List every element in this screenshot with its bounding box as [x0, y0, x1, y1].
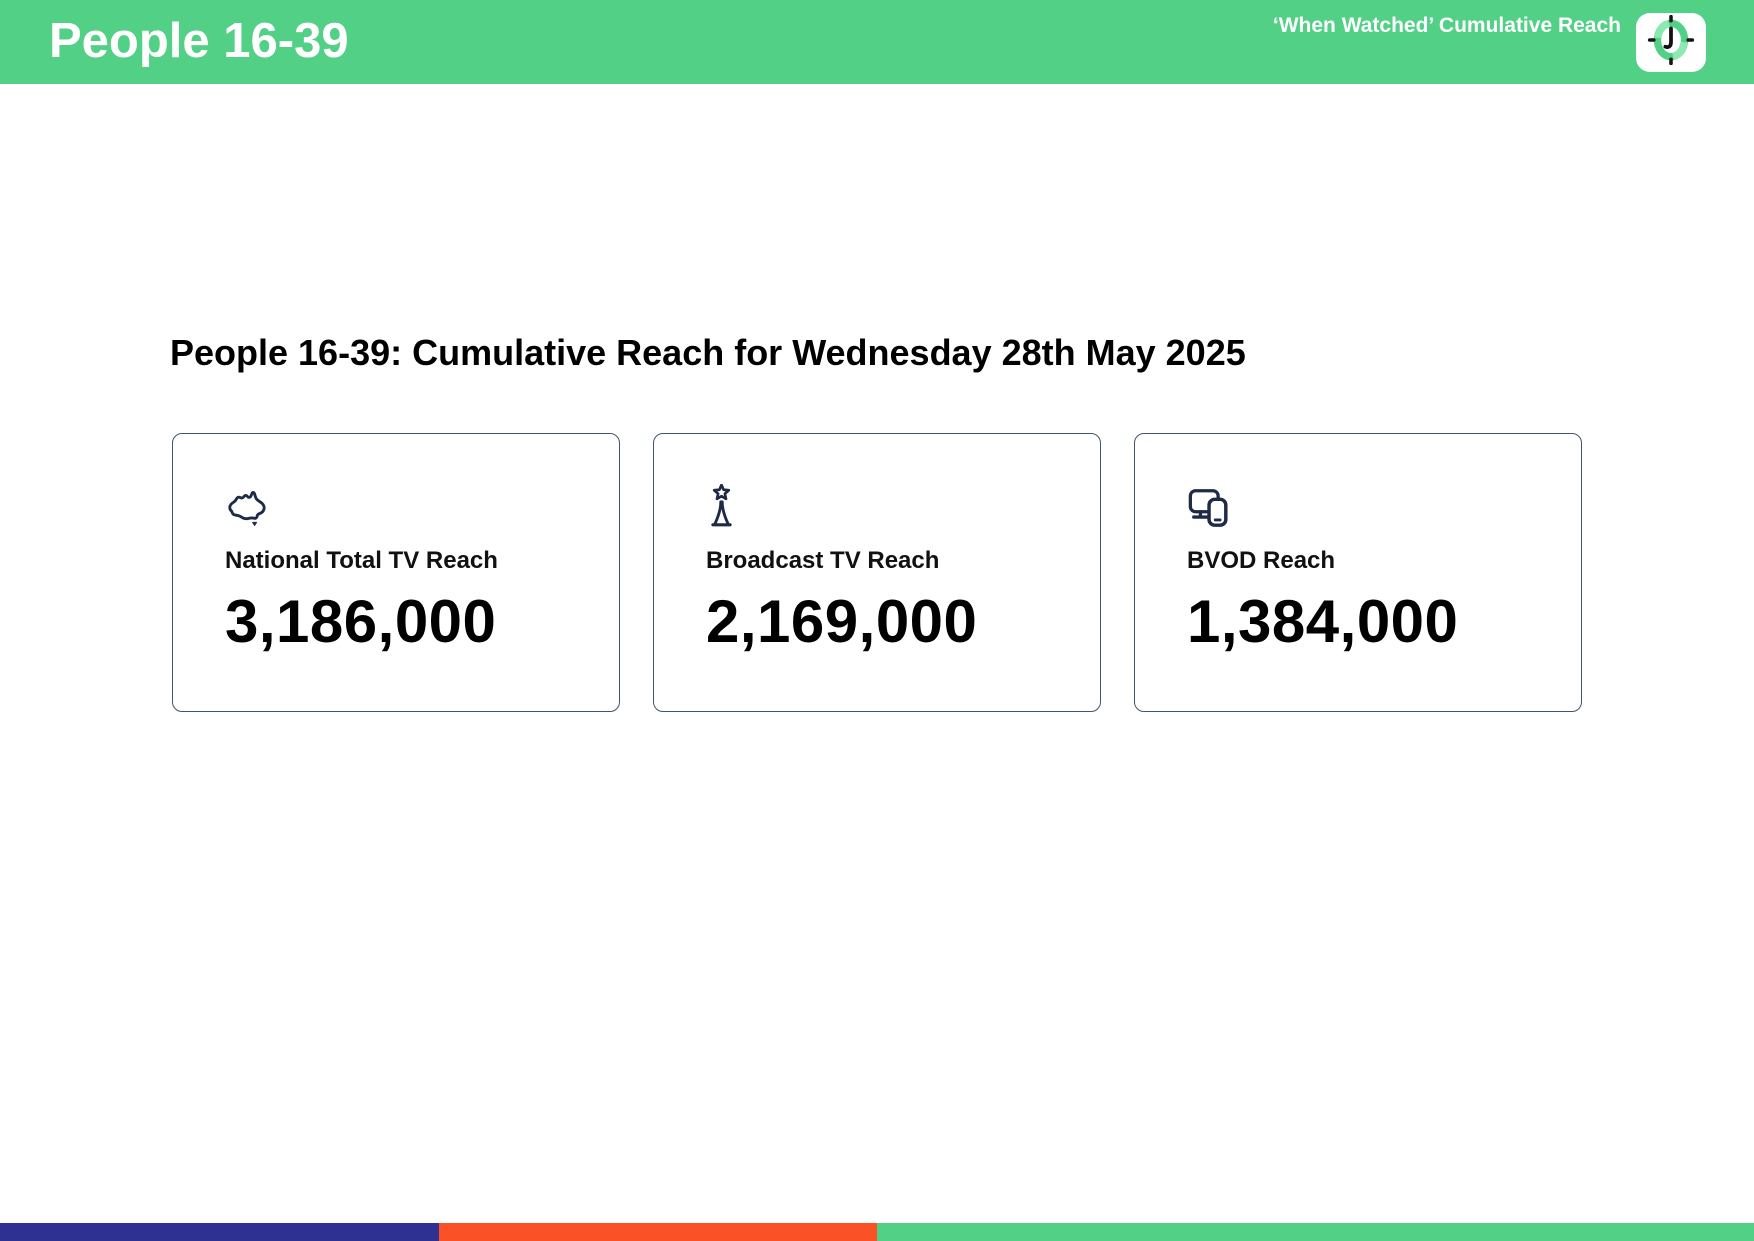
metric-cards-row: National Total TV Reach 3,186,000 Broadc…: [172, 433, 1582, 712]
metric-label: National Total TV Reach: [225, 547, 498, 574]
header-subtitle: ‘When Watched’ Cumulative Reach: [1272, 14, 1621, 37]
footer-bar: [0, 1223, 1754, 1241]
header-right-group: ‘When Watched’ Cumulative Reach: [1272, 12, 1706, 72]
footer-segment-blue: [0, 1223, 439, 1241]
clock-logo-tile: [1636, 12, 1706, 72]
metric-card-broadcast-tv: Broadcast TV Reach 2,169,000: [653, 433, 1101, 712]
footer-segment-orange: [438, 1223, 877, 1241]
slide-heading: People 16-39: Cumulative Reach for Wedne…: [170, 332, 1246, 373]
metric-value: 2,169,000: [706, 587, 978, 655]
australia-map-icon: [225, 484, 589, 532]
metric-label: Broadcast TV Reach: [706, 547, 940, 574]
metric-label: BVOD Reach: [1187, 547, 1336, 574]
metric-value: 3,186,000: [225, 587, 497, 655]
page-title: People 16-39: [49, 14, 349, 69]
clock-icon: [1646, 14, 1696, 70]
metric-card-national-total-tv: National Total TV Reach 3,186,000: [172, 433, 620, 712]
footer-segment-green: [877, 1223, 1754, 1241]
devices-icon: [1187, 484, 1551, 532]
broadcast-tower-icon: [706, 484, 1070, 532]
metric-value: 1,384,000: [1187, 587, 1459, 655]
metric-card-bvod: BVOD Reach 1,384,000: [1134, 433, 1582, 712]
header-bar: People 16-39 ‘When Watched’ Cumulative R…: [0, 0, 1754, 84]
